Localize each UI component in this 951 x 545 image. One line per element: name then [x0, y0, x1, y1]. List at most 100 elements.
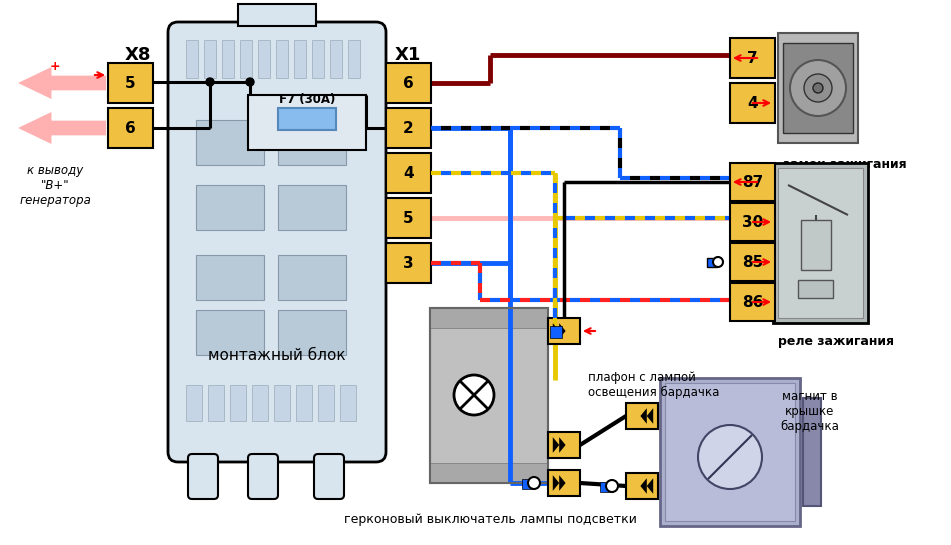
Bar [798, 280, 833, 298]
Bar [801, 220, 831, 270]
Text: 86: 86 [742, 294, 764, 310]
Circle shape [528, 477, 540, 489]
Bar [186, 385, 202, 421]
Bar [312, 40, 324, 78]
Circle shape [206, 78, 214, 86]
Bar [258, 40, 270, 78]
Bar [660, 378, 800, 526]
Bar [296, 385, 312, 421]
Bar [730, 83, 775, 123]
Text: F7 (30А): F7 (30А) [279, 93, 335, 106]
Bar [348, 40, 360, 78]
Bar [626, 473, 658, 499]
Bar [430, 463, 548, 483]
Bar [386, 108, 431, 148]
Bar [204, 40, 216, 78]
Polygon shape [559, 323, 566, 339]
Circle shape [606, 480, 618, 492]
Bar [330, 40, 342, 78]
Polygon shape [559, 437, 566, 453]
Bar [278, 108, 336, 130]
Bar [778, 168, 863, 318]
FancyBboxPatch shape [314, 454, 344, 499]
Bar [196, 310, 264, 355]
Bar [278, 185, 346, 230]
Text: магнит в
крышке
бардачка: магнит в крышке бардачка [781, 390, 840, 433]
Bar [278, 255, 346, 300]
Bar [196, 255, 264, 300]
Text: X1: X1 [395, 46, 421, 64]
Text: к выводу
"В+"
генератора: к выводу "В+" генератора [19, 164, 91, 207]
Bar [108, 108, 153, 148]
Polygon shape [559, 475, 566, 491]
FancyBboxPatch shape [248, 454, 278, 499]
Polygon shape [553, 475, 559, 491]
Bar [108, 63, 153, 103]
Bar [707, 258, 717, 267]
Bar [186, 40, 198, 78]
Bar [548, 432, 580, 458]
Text: 3: 3 [403, 256, 414, 270]
Polygon shape [553, 323, 559, 339]
Bar [238, 4, 316, 26]
Bar [386, 63, 431, 103]
Bar [340, 385, 356, 421]
Bar [548, 470, 580, 496]
Bar [196, 185, 264, 230]
Text: 2: 2 [403, 120, 414, 136]
Text: 30: 30 [742, 215, 763, 229]
Bar [278, 120, 346, 165]
Text: 6: 6 [403, 76, 414, 90]
Circle shape [246, 78, 254, 86]
Bar [208, 385, 224, 421]
Bar [222, 40, 234, 78]
Circle shape [790, 60, 846, 116]
Bar [783, 43, 853, 133]
Bar [550, 326, 562, 338]
Circle shape [804, 74, 832, 102]
FancyBboxPatch shape [188, 454, 218, 499]
Text: 4: 4 [747, 95, 758, 111]
Polygon shape [553, 437, 559, 453]
Text: 5: 5 [126, 76, 136, 90]
Bar [240, 40, 252, 78]
Text: 87: 87 [742, 174, 763, 190]
Polygon shape [640, 478, 647, 494]
Bar [778, 33, 858, 143]
Bar [252, 385, 268, 421]
Bar [522, 479, 533, 489]
Bar [803, 398, 821, 506]
Text: 30: 30 [780, 37, 793, 47]
Circle shape [528, 477, 540, 489]
Polygon shape [18, 67, 106, 99]
Circle shape [606, 480, 618, 492]
Polygon shape [640, 408, 647, 424]
Bar [230, 385, 246, 421]
Bar [386, 153, 431, 193]
Polygon shape [647, 408, 653, 424]
Bar [730, 163, 775, 201]
Polygon shape [18, 112, 106, 144]
Bar [665, 383, 795, 521]
Text: 7: 7 [747, 51, 758, 65]
Circle shape [813, 83, 823, 93]
Bar [196, 120, 264, 165]
Bar [318, 385, 334, 421]
Bar [294, 40, 306, 78]
Circle shape [713, 257, 723, 267]
Circle shape [713, 257, 723, 267]
Text: 4: 4 [403, 166, 414, 180]
FancyBboxPatch shape [168, 22, 386, 462]
Bar [600, 482, 611, 492]
Bar [730, 38, 775, 78]
Bar [386, 198, 431, 238]
Bar [276, 40, 288, 78]
Bar [730, 243, 775, 281]
Bar [730, 283, 775, 321]
Circle shape [698, 425, 762, 489]
Bar [248, 95, 366, 150]
Circle shape [454, 375, 494, 415]
Text: 5: 5 [403, 210, 414, 226]
Text: 6: 6 [126, 120, 136, 136]
Polygon shape [647, 478, 653, 494]
